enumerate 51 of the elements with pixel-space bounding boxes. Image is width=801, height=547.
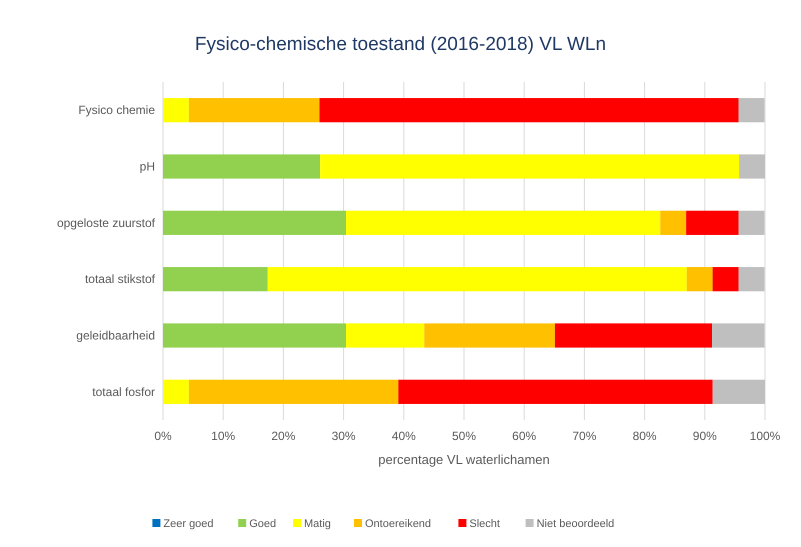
legend-label: Niet beoordeeld: [536, 518, 614, 530]
legend-label: Ontoereikend: [365, 518, 432, 530]
bar: [660, 210, 686, 235]
bar: [712, 380, 765, 404]
bar: [163, 210, 346, 235]
bar: [554, 323, 712, 348]
bar: [163, 323, 346, 348]
legend-label: Slecht: [469, 518, 500, 530]
y-tick-label: opgeloste zuurstof: [56, 216, 156, 230]
bar: [686, 267, 713, 292]
x-tick-label: 10%: [211, 429, 236, 443]
x-tick-label: 50%: [452, 429, 476, 443]
y-tick-label: geleidbaarheid: [76, 328, 155, 342]
bar: [163, 154, 320, 179]
y-tick-label: totaal stikstof: [84, 272, 156, 286]
bar: [346, 210, 660, 235]
bar: [739, 154, 765, 179]
bar: [738, 210, 764, 235]
bar: [738, 267, 764, 292]
bar: [712, 323, 764, 348]
bar: [268, 267, 687, 292]
x-tick-label: 70%: [572, 429, 597, 443]
y-tick-label: totaal fosfor: [92, 384, 155, 399]
bar: [424, 323, 555, 348]
x-tick-label: 80%: [632, 429, 657, 443]
x-tick-label: 60%: [512, 429, 537, 443]
x-axis-title: percentage VL waterlichamen: [378, 452, 550, 467]
bar: [346, 323, 424, 348]
bar: [686, 210, 739, 235]
bar: [188, 380, 398, 404]
bar: [738, 98, 764, 122]
x-tick-label: 30%: [332, 429, 356, 443]
legend-label: Matig: [304, 518, 331, 530]
bar: [163, 267, 268, 292]
x-tick-label: 90%: [692, 429, 718, 443]
x-tick-label: 40%: [392, 429, 416, 443]
x-tick-label: 0%: [154, 429, 172, 443]
y-tick-label: pH: [140, 160, 155, 174]
y-tick-label: Fysico chemie: [78, 103, 156, 118]
bar: [398, 380, 713, 404]
legend-label: Zeer goed: [163, 518, 214, 530]
bar: [712, 267, 739, 292]
x-tick-label: 100%: [750, 429, 781, 443]
chart-title: Fysico-chemische toestand (2016-2018) VL WLn: [194, 34, 606, 55]
bar: [163, 98, 189, 122]
legend-label: Goed: [249, 518, 276, 530]
bar: [320, 154, 740, 179]
bar: [163, 380, 189, 404]
x-tick-label: 20%: [271, 429, 296, 443]
bar: [188, 98, 320, 122]
bar: [320, 98, 739, 122]
